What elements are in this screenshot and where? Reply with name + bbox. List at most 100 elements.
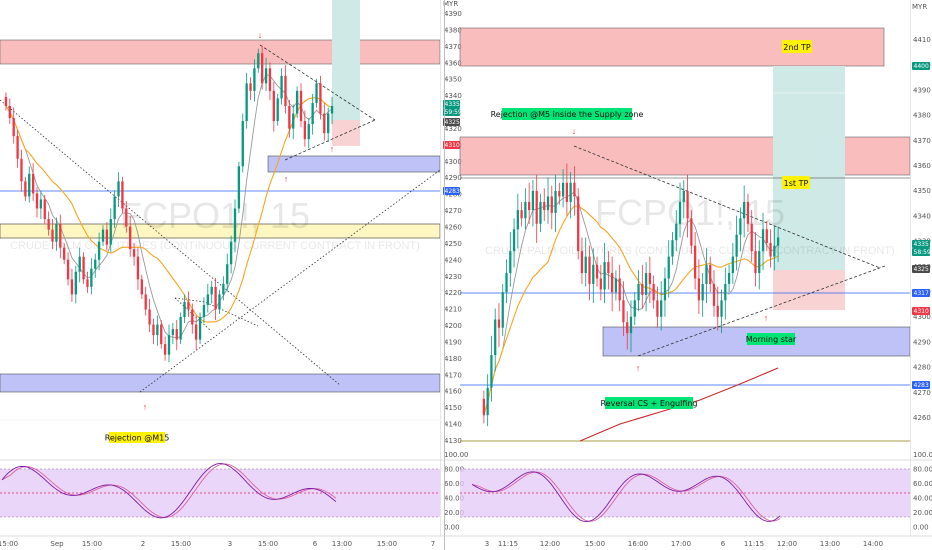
- candle[interactable]: [327, 113, 330, 134]
- candle[interactable]: [66, 259, 70, 280]
- candle[interactable]: [656, 300, 659, 317]
- candle[interactable]: [686, 190, 689, 219]
- candle[interactable]: [550, 196, 553, 213]
- candle[interactable]: [229, 241, 233, 265]
- candle[interactable]: [245, 83, 248, 122]
- candle[interactable]: [51, 229, 54, 242]
- candle[interactable]: [565, 182, 569, 202]
- candle[interactable]: [712, 283, 716, 306]
- left-candles[interactable]: [4, 45, 334, 363]
- candle[interactable]: [136, 256, 140, 280]
- candle[interactable]: [191, 309, 194, 325]
- candle[interactable]: [754, 251, 757, 274]
- candle[interactable]: [268, 68, 272, 91]
- candle[interactable]: [272, 90, 275, 122]
- candle[interactable]: [97, 241, 101, 260]
- triangle-bottom-line[interactable]: [284, 119, 376, 161]
- candle[interactable]: [113, 196, 116, 220]
- candle[interactable]: [758, 251, 761, 274]
- candle[interactable]: [59, 223, 62, 248]
- candle[interactable]: [554, 190, 557, 213]
- candle[interactable]: [675, 223, 678, 241]
- candle[interactable]: [117, 181, 120, 197]
- candle[interactable]: [163, 344, 167, 355]
- candle[interactable]: [626, 322, 629, 334]
- candle[interactable]: [257, 53, 260, 69]
- candle[interactable]: [746, 201, 750, 224]
- candle[interactable]: [546, 196, 550, 211]
- candle[interactable]: [94, 259, 97, 269]
- candle[interactable]: [323, 113, 326, 134]
- candle[interactable]: [776, 237, 780, 246]
- candle[interactable]: [175, 329, 178, 340]
- candle[interactable]: [705, 264, 708, 284]
- candle[interactable]: [249, 83, 252, 91]
- candle[interactable]: [237, 166, 241, 209]
- candle[interactable]: [28, 173, 31, 197]
- candle[interactable]: [20, 158, 23, 182]
- candle[interactable]: [505, 273, 508, 293]
- candle[interactable]: [218, 294, 221, 310]
- candle[interactable]: [55, 223, 58, 242]
- candle[interactable]: [724, 283, 727, 301]
- candle[interactable]: [716, 305, 719, 317]
- candle[interactable]: [78, 256, 81, 272]
- candle[interactable]: [35, 193, 39, 209]
- candle[interactable]: [773, 245, 776, 257]
- candle[interactable]: [284, 75, 287, 106]
- candle[interactable]: [156, 324, 159, 336]
- candle[interactable]: [167, 335, 171, 355]
- candle[interactable]: [82, 256, 85, 280]
- candle[interactable]: [198, 317, 202, 340]
- candle[interactable]: [743, 201, 746, 219]
- candle[interactable]: [697, 278, 701, 301]
- left-chart-panel[interactable]: FCPO1!, 15 CRUDE PALM OIL FUTURES (CONTI…: [0, 0, 469, 550]
- candle[interactable]: [319, 83, 322, 114]
- candle[interactable]: [39, 199, 43, 209]
- candle[interactable]: [121, 181, 124, 209]
- trend-line-up[interactable]: [139, 169, 441, 393]
- candle[interactable]: [152, 324, 155, 336]
- candle[interactable]: [160, 324, 163, 345]
- candle[interactable]: [543, 201, 546, 211]
- candle[interactable]: [735, 234, 738, 257]
- candle[interactable]: [618, 278, 621, 301]
- candle[interactable]: [47, 219, 50, 230]
- candle[interactable]: [63, 247, 66, 260]
- candle[interactable]: [693, 245, 697, 279]
- right-price-axis[interactable]: 4410440043904380437043604350434043304320…: [913, 36, 931, 422]
- candle[interactable]: [509, 251, 512, 274]
- candle[interactable]: [125, 208, 128, 227]
- candle[interactable]: [4, 96, 8, 106]
- candle[interactable]: [588, 256, 591, 284]
- candle[interactable]: [607, 262, 610, 274]
- candle[interactable]: [132, 249, 136, 257]
- candle[interactable]: [512, 229, 516, 252]
- candle[interactable]: [497, 319, 501, 328]
- candle[interactable]: [292, 113, 295, 129]
- candle[interactable]: [8, 105, 11, 119]
- candle[interactable]: [761, 229, 765, 252]
- candle[interactable]: [494, 319, 497, 356]
- candle[interactable]: [663, 278, 667, 301]
- candle[interactable]: [652, 283, 655, 301]
- candle[interactable]: [105, 229, 109, 245]
- candle[interactable]: [144, 294, 147, 310]
- candle[interactable]: [682, 190, 685, 202]
- candle[interactable]: [490, 355, 493, 388]
- candle[interactable]: [727, 273, 731, 284]
- candle[interactable]: [592, 264, 595, 284]
- candle[interactable]: [644, 273, 648, 295]
- candle[interactable]: [765, 229, 768, 243]
- candle[interactable]: [307, 124, 310, 140]
- candle[interactable]: [709, 264, 712, 284]
- candle[interactable]: [31, 173, 35, 194]
- candle[interactable]: [187, 301, 190, 310]
- candle[interactable]: [622, 300, 625, 323]
- candle[interactable]: [701, 283, 704, 301]
- candle[interactable]: [603, 262, 606, 290]
- candle[interactable]: [569, 182, 572, 202]
- candle[interactable]: [520, 210, 523, 219]
- candle[interactable]: [524, 201, 527, 219]
- candle[interactable]: [241, 121, 244, 167]
